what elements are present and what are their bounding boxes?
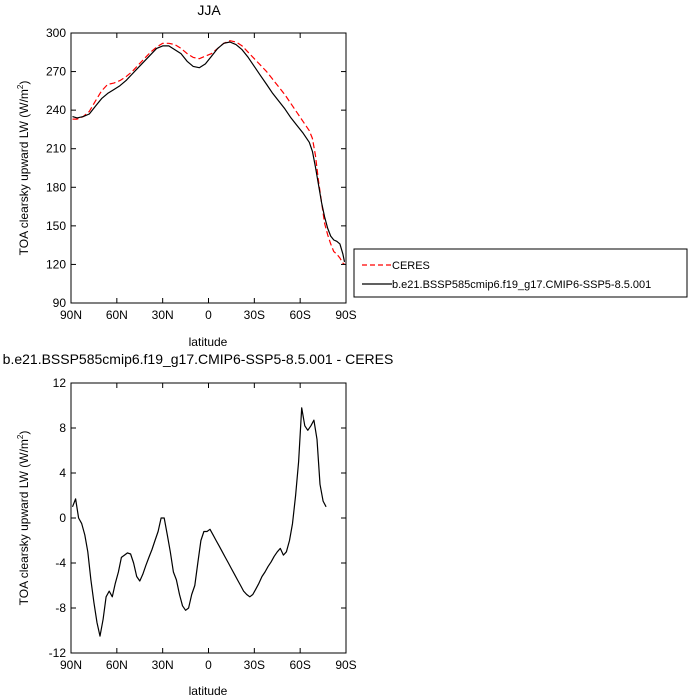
panel-mean-x-tick-label: 30S	[244, 308, 265, 322]
legend-box	[353, 248, 688, 298]
panel-difference-x-tick-label: 60S	[289, 658, 310, 672]
panel-mean-x-tick-label: 60N	[106, 308, 128, 322]
panel-difference-y-tick-label: -12	[49, 646, 67, 660]
panel-mean-x-axis-title: latitude	[189, 335, 228, 349]
panel-mean-x-axis: 90N 60N 30N 0 30S 60S 90S	[60, 33, 357, 322]
legend: CERES b.e21.BSSP585cmip6.f19_g17.CMIP6-S…	[353, 248, 688, 298]
panel-difference-x-tick-label: 90N	[60, 658, 82, 672]
panel-mean-x-tick-label: 90N	[60, 308, 82, 322]
panel-difference-y-tick-label: 4	[59, 466, 66, 480]
panel-mean-y-tick-label: 90	[53, 296, 67, 310]
panel-mean-y-tick-label: 120	[46, 257, 66, 271]
panel-difference-x-tick-label: 90S	[335, 658, 356, 672]
panel-mean-x-tick-label: 60S	[289, 308, 310, 322]
panel-difference-y-axis: -12 -8 -4 0 4 8 12	[49, 376, 346, 660]
panel-mean-y-axis-title: TOA clearsky upward LW (W/m2)	[16, 81, 31, 256]
panel-difference-y-axis-title: TOA clearsky upward LW (W/m2)	[16, 431, 31, 606]
panel-mean-y-axis-title-close: )	[17, 81, 31, 85]
panel-mean-y-axis-title-main: TOA clearsky upward LW (W/m	[17, 89, 31, 255]
panel-difference-series	[71, 407, 327, 637]
panel-difference-x-tick-label: 0	[205, 658, 212, 672]
panel-mean-y-tick-label: 270	[46, 65, 66, 79]
panel-difference-y-axis-title-main: TOA clearsky upward LW (W/m	[17, 439, 31, 605]
panel-mean-y-tick-label: 180	[46, 180, 66, 194]
panel-difference-x-axis-title: latitude	[189, 684, 228, 698]
panel-difference-title: b.e21.BSSP585cmip6.f19_g17.CMIP6-SSP5-8.…	[3, 351, 394, 367]
panel-mean-x-tick-label: 90S	[335, 308, 356, 322]
panel-difference-y-tick-label: 12	[53, 376, 67, 390]
panel-difference-x-tick-label: 30S	[244, 658, 265, 672]
panel-difference-x-axis: 90N 60N 30N 0 30S 60S 90S	[60, 383, 357, 672]
panel-mean-x-tick-label: 0	[205, 308, 212, 322]
panel-mean-series	[72, 40, 346, 265]
panel-difference-y-tick-label: 0	[59, 511, 66, 525]
panel-mean-title: JJA	[197, 2, 221, 18]
panel-mean-y-axis: 90 120 150 180 210 240 270 300	[46, 26, 346, 310]
panel-mean-y-axis-title-sup: 2	[16, 84, 25, 89]
panel-difference-y-axis-title-close: )	[17, 431, 31, 435]
panel-difference-x-tick-label: 60N	[106, 658, 128, 672]
panel-difference: b.e21.BSSP585cmip6.f19_g17.CMIP6-SSP5-8.…	[3, 351, 394, 698]
panel-mean-x-tick-label: 30N	[152, 308, 174, 322]
panel-mean-series-line-0	[72, 40, 345, 265]
panel-difference-y-tick-label: -4	[55, 556, 66, 570]
panel-mean: JJA 90N 60N 30N 0 30S 60S 90S 90 120 150 180 210 24…	[16, 2, 688, 349]
legend-label-model: b.e21.BSSP585cmip6.f19_g17.CMIP6-SSP5-8.…	[392, 279, 651, 291]
panel-difference-y-tick-label: 8	[59, 421, 66, 435]
panel-mean-y-tick-label: 240	[46, 103, 66, 117]
panel-difference-y-tick-label: -8	[55, 601, 66, 615]
panel-difference-x-tick-label: 30N	[152, 658, 174, 672]
panel-mean-y-tick-label: 210	[46, 142, 66, 156]
panel-mean-y-tick-label: 300	[46, 26, 66, 40]
panel-difference-series-line-0	[71, 407, 327, 637]
panel-mean-series-line-1	[72, 41, 346, 263]
panel-mean-plot-frame	[70, 32, 347, 304]
legend-label-ceres: CERES	[392, 260, 430, 272]
panel-difference-y-axis-title-sup: 2	[16, 434, 25, 439]
panel-mean-y-tick-label: 150	[46, 219, 66, 233]
